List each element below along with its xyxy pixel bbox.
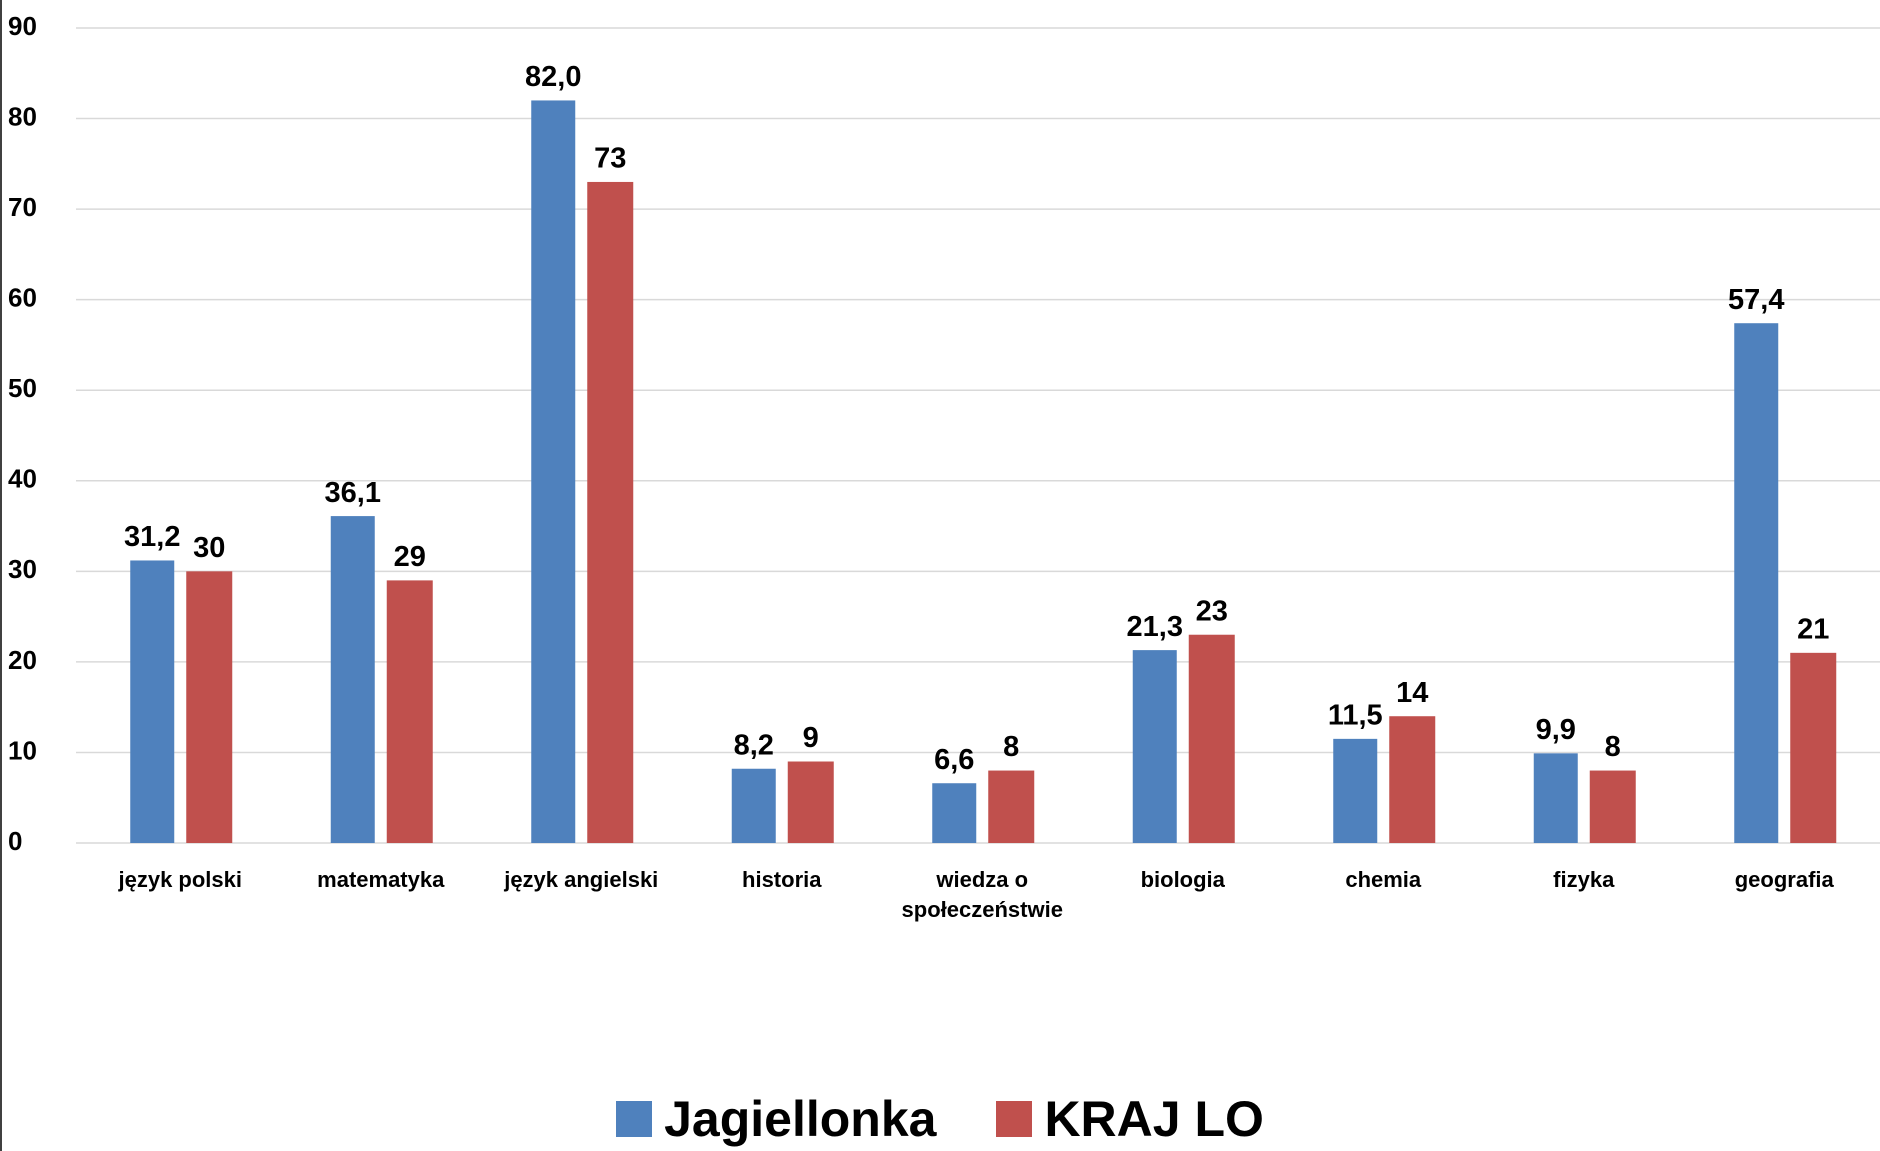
value-label: 29 — [394, 541, 426, 573]
y-tick-label: 80 — [8, 101, 37, 131]
value-label: 11,5 — [1328, 700, 1383, 732]
bar — [1790, 652, 1837, 843]
bar — [330, 516, 375, 843]
x-tick-label: biologia — [1140, 867, 1225, 892]
legend-label: Jagiellonka — [664, 1091, 937, 1147]
value-label: 30 — [193, 532, 225, 564]
value-label: 73 — [594, 143, 626, 175]
y-tick-label: 30 — [8, 554, 37, 584]
value-label: 21,3 — [1127, 611, 1183, 643]
bar — [386, 580, 433, 843]
bar — [531, 100, 576, 843]
y-tick-label: 50 — [8, 373, 37, 403]
value-label: 8 — [1605, 731, 1621, 763]
x-tick-label: matematyka — [317, 867, 445, 892]
value-label: 31,2 — [124, 521, 180, 553]
bar — [787, 761, 834, 843]
legend: Jagiellonka KRAJ LO — [0, 1090, 1880, 1148]
value-label: 8 — [1003, 731, 1019, 763]
y-tick-label: 60 — [8, 283, 37, 313]
legend-label: KRAJ LO — [1044, 1091, 1264, 1147]
value-label: 9 — [803, 722, 819, 754]
bar — [1389, 716, 1436, 843]
bar — [587, 181, 634, 843]
x-tick-label: język angielski — [504, 867, 659, 892]
bar — [1333, 738, 1378, 843]
legend-swatch — [996, 1101, 1033, 1137]
bar — [186, 571, 233, 843]
x-tick-label: historia — [742, 867, 822, 892]
x-tick-label: wiedza o społeczeństwie — [901, 867, 1063, 922]
value-label: 23 — [1196, 595, 1228, 627]
value-label: 57,4 — [1728, 284, 1784, 316]
value-label: 82,0 — [525, 61, 581, 93]
bar — [1533, 753, 1578, 843]
x-tick-label: fizyka — [1553, 867, 1615, 892]
y-tick-label: 90 — [8, 11, 37, 41]
legend-item: Jagiellonka — [616, 1090, 936, 1148]
bar — [1132, 650, 1177, 843]
y-tick-label: 10 — [8, 735, 37, 765]
value-label: 36,1 — [325, 477, 381, 509]
value-label: 9,9 — [1536, 714, 1576, 746]
x-tick-label: chemia — [1345, 867, 1422, 892]
bar — [1188, 634, 1235, 843]
x-tick-label: geografia — [1734, 867, 1834, 892]
bar — [932, 783, 977, 843]
y-tick-label: 70 — [8, 192, 37, 222]
bar — [130, 560, 175, 843]
y-tick-label: 0 — [8, 826, 22, 856]
value-label: 8,2 — [734, 729, 774, 761]
bar — [988, 770, 1035, 843]
bar — [731, 768, 776, 843]
y-tick-label: 40 — [8, 464, 37, 494]
bar — [1734, 323, 1779, 843]
bar — [1589, 770, 1636, 843]
legend-swatch — [616, 1101, 653, 1137]
value-label: 21 — [1797, 613, 1829, 645]
x-tick-label: język polski — [118, 867, 242, 892]
value-label: 6,6 — [934, 744, 974, 776]
legend-item: KRAJ LO — [996, 1090, 1264, 1148]
y-tick-label: 20 — [8, 645, 37, 675]
value-label: 14 — [1396, 677, 1428, 709]
